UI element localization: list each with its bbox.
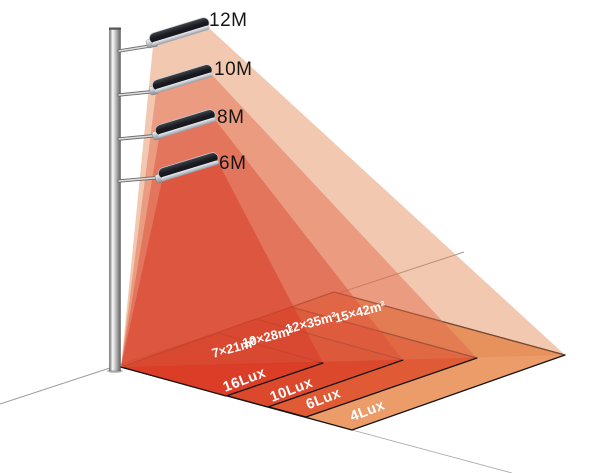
label-height-12m: 12M bbox=[209, 10, 247, 31]
light-pole bbox=[109, 27, 121, 372]
lamp-head-8m bbox=[151, 109, 216, 141]
lamp-head-12m bbox=[145, 17, 210, 49]
lamp-rim bbox=[158, 117, 216, 139]
pole-cap bbox=[109, 27, 121, 30]
beam-6m bbox=[121, 164, 323, 367]
lamp-rim bbox=[155, 72, 213, 94]
lamp-rim bbox=[161, 160, 219, 182]
label-height-8m: 8M bbox=[217, 107, 244, 128]
ground-front-line bbox=[351, 429, 513, 473]
lamp-head-10m bbox=[148, 64, 213, 96]
lamp-rim bbox=[152, 25, 210, 47]
label-height-6m: 6M bbox=[219, 153, 246, 174]
label-height-10m: 10M bbox=[214, 59, 252, 80]
lamp-head-6m bbox=[154, 152, 219, 184]
